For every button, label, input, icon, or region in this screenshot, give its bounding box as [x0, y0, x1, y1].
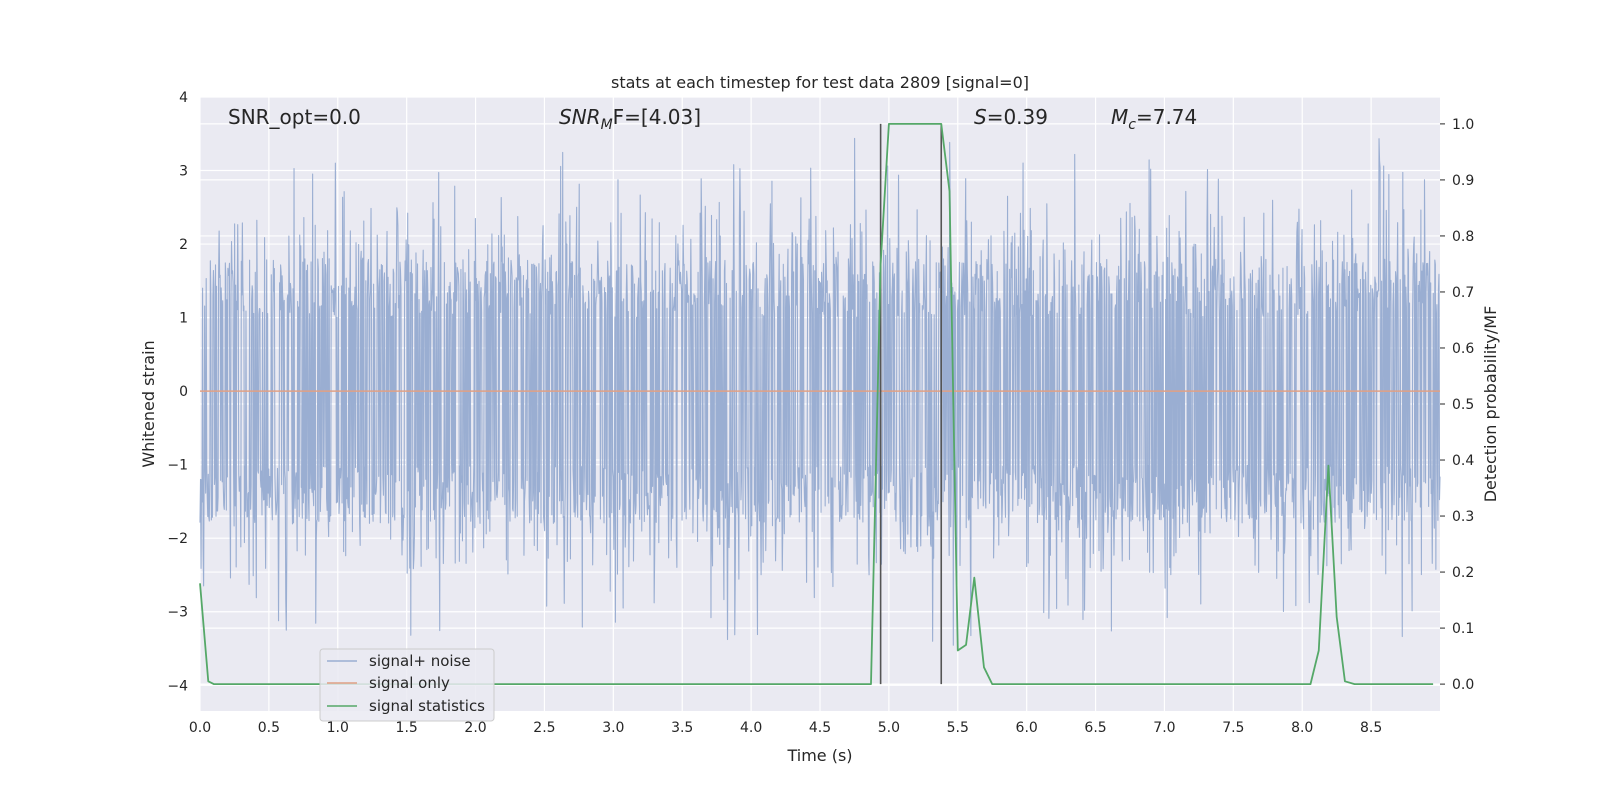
y-tick-label-right: 0.4: [1452, 453, 1474, 469]
y-tick-label-left: 2: [179, 237, 188, 253]
snr-mf-rest: F=[4.03]: [613, 105, 701, 129]
x-tick-label: 7.0: [1153, 720, 1175, 736]
x-tick-label: 5.5: [947, 720, 969, 736]
signal-noise-series: [199, 137, 1441, 646]
annotation-snr-mf: SNRMF=[4.03]: [559, 105, 701, 133]
x-tick-label: 2.5: [533, 720, 555, 736]
y-tick-label-right: 0.6: [1452, 341, 1474, 357]
series-line-signal-statistics: [199, 122, 1434, 686]
x-tick-label: 3.5: [671, 720, 693, 736]
annotation-s: S=0.39: [974, 105, 1048, 129]
mc-sub: c: [1128, 117, 1136, 133]
x-tick-label: 4.5: [809, 720, 831, 736]
x-tick-label: 1.0: [327, 720, 349, 736]
y-tick-label-right: 0.0: [1452, 677, 1474, 693]
x-tick-label: 0.5: [258, 720, 280, 736]
x-tick-label: 2.0: [464, 720, 486, 736]
y-axis-label-right: Detection probability/MF: [1481, 306, 1500, 503]
y-tick-label-left: −3: [167, 605, 188, 621]
x-tick-label: 5.0: [878, 720, 900, 736]
y-tick-label-left: −1: [167, 458, 188, 474]
legend-label-noise: signal+ noise: [369, 652, 471, 670]
snr-mf-sub: M: [601, 117, 613, 133]
y-tick-label-right: 0.1: [1452, 621, 1474, 637]
x-tick-label: 6.5: [1084, 720, 1106, 736]
y-tick-label-left: 1: [179, 311, 188, 327]
y-tick-label-left: −4: [167, 678, 188, 694]
legend: signal+ noise signal only signal statist…: [319, 648, 495, 722]
y-tick-label-left: 0: [179, 384, 188, 400]
snr-mf-main: SNR: [559, 105, 601, 129]
annotation-snr-opt: SNR_opt=0.0: [228, 105, 361, 129]
mc-main: M: [1111, 105, 1128, 129]
ticks: 0.0 0.5 1.0 1.5 2.0 2.5 3.0 3.5 4.0 4.5 5.0 5.5 6.0 6…: [167, 90, 1474, 736]
y-tick-label-right: 1.0: [1452, 117, 1474, 133]
x-tick-label: 6.0: [1016, 720, 1038, 736]
s-value: =0.39: [987, 105, 1048, 129]
y-tick-label-right: 0.3: [1452, 509, 1474, 525]
x-tick-label: 1.5: [396, 720, 418, 736]
x-tick-label: 7.5: [1222, 720, 1244, 736]
series-lines: [199, 122, 1440, 686]
y-tick-label-left: −2: [167, 531, 188, 547]
x-tick-label: 3.0: [602, 720, 624, 736]
legend-frame: [319, 648, 495, 722]
y-tick-label-right: 0.9: [1452, 173, 1474, 189]
y-tick-label-left: 4: [179, 90, 188, 106]
legend-label-signal-only: signal only: [369, 674, 450, 692]
annotation-mc: Mc=7.74: [1111, 105, 1197, 133]
x-tick-label: 4.0: [740, 720, 762, 736]
legend-label-statistics: signal statistics: [369, 697, 485, 715]
y-tick-label-right: 0.2: [1452, 565, 1474, 581]
y-tick-label-right: 0.8: [1452, 229, 1474, 245]
y-tick-label-left: 3: [179, 164, 188, 180]
chart-title: stats at each timestep for test data 280…: [611, 73, 1029, 92]
series-line-signal-noise: [199, 137, 1441, 646]
y-tick-label-right: 0.5: [1452, 397, 1474, 413]
x-tick-label: 8.0: [1291, 720, 1313, 736]
x-tick-label: 0.0: [189, 720, 211, 736]
x-axis-label: Time (s): [786, 746, 852, 765]
x-tick-label: 8.5: [1360, 720, 1382, 736]
s-label: S: [974, 105, 987, 129]
y-axis-label-left: Whitened strain: [139, 340, 158, 467]
mc-value: =7.74: [1136, 105, 1197, 129]
y-tick-label-right: 0.7: [1452, 285, 1474, 301]
